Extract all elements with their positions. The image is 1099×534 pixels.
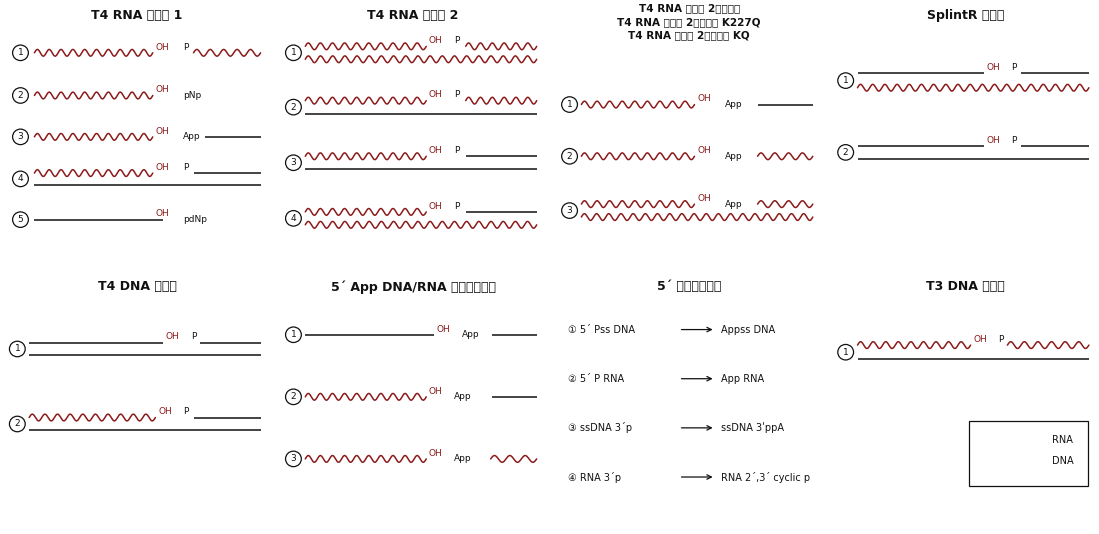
FancyBboxPatch shape <box>969 421 1088 486</box>
Text: P: P <box>184 163 188 172</box>
Text: App: App <box>724 200 742 209</box>
Text: 5´ 腺苷化试剂盒: 5´ 腺苷化试剂盒 <box>657 280 721 293</box>
Text: P: P <box>454 90 459 99</box>
Text: Appss DNA: Appss DNA <box>721 325 775 335</box>
Circle shape <box>12 212 29 227</box>
Circle shape <box>837 73 854 88</box>
Circle shape <box>286 451 301 467</box>
Text: OH: OH <box>155 85 169 95</box>
Text: 1: 1 <box>843 348 848 357</box>
Text: OH: OH <box>429 449 443 458</box>
Circle shape <box>562 148 577 164</box>
Text: OH: OH <box>155 209 169 218</box>
Text: OH: OH <box>987 136 1000 145</box>
Text: OH: OH <box>155 163 169 172</box>
Text: ③ ssDNA 3´p: ③ ssDNA 3´p <box>568 422 632 434</box>
Circle shape <box>286 327 301 342</box>
Text: 2: 2 <box>290 103 297 112</box>
Circle shape <box>286 210 301 226</box>
Text: App: App <box>724 152 742 161</box>
Circle shape <box>12 171 29 187</box>
Circle shape <box>10 341 25 357</box>
Text: ④ RNA 3´p: ④ RNA 3´p <box>568 472 621 483</box>
Circle shape <box>10 416 25 432</box>
Circle shape <box>562 203 577 218</box>
Text: 2: 2 <box>567 152 573 161</box>
Text: 3: 3 <box>18 132 23 142</box>
Circle shape <box>12 88 29 103</box>
Text: 2: 2 <box>290 392 297 402</box>
Text: 1: 1 <box>567 100 573 109</box>
Text: OH: OH <box>974 335 987 344</box>
Text: 1: 1 <box>290 330 297 339</box>
Circle shape <box>562 97 577 112</box>
Text: OH: OH <box>697 146 711 155</box>
Text: 1: 1 <box>290 48 297 57</box>
Circle shape <box>286 389 301 405</box>
Text: 2: 2 <box>843 148 848 157</box>
Text: DNA: DNA <box>1052 457 1074 467</box>
Text: RNA: RNA <box>1052 435 1073 444</box>
Circle shape <box>286 155 301 170</box>
Text: 5´ App DNA/RNA 热稳定连接酶: 5´ App DNA/RNA 热稳定连接酶 <box>331 280 496 294</box>
Text: OH: OH <box>155 127 169 136</box>
Text: OH: OH <box>436 325 451 334</box>
Circle shape <box>12 129 29 145</box>
Text: OH: OH <box>158 407 171 417</box>
Text: P: P <box>184 43 188 52</box>
Text: RNA 2´,3´ cyclic p: RNA 2´,3´ cyclic p <box>721 472 810 483</box>
Text: OH: OH <box>429 90 443 99</box>
Text: OH: OH <box>429 202 443 211</box>
Text: T3 DNA 连接酶: T3 DNA 连接酶 <box>926 280 1004 293</box>
Text: App: App <box>724 100 742 109</box>
Text: App: App <box>454 454 471 464</box>
Text: 1: 1 <box>14 344 20 354</box>
Circle shape <box>837 344 854 360</box>
Text: OH: OH <box>429 387 443 396</box>
Text: OH: OH <box>987 64 1000 72</box>
Text: P: P <box>1011 64 1017 72</box>
Text: OH: OH <box>697 95 711 104</box>
Text: 3: 3 <box>290 454 297 464</box>
Text: 1: 1 <box>843 76 848 85</box>
Text: OH: OH <box>429 146 443 155</box>
Text: P: P <box>191 332 197 341</box>
Text: App RNA: App RNA <box>721 374 764 384</box>
Text: 2: 2 <box>18 91 23 100</box>
Circle shape <box>12 45 29 60</box>
Text: ssDNA 3ʹppA: ssDNA 3ʹppA <box>721 422 784 433</box>
Text: SplintR 连接酶: SplintR 连接酶 <box>926 9 1004 22</box>
Text: T4 RNA 连接酶 1: T4 RNA 连接酶 1 <box>91 9 182 22</box>
Text: App: App <box>184 132 201 142</box>
Text: pNp: pNp <box>184 91 201 100</box>
Circle shape <box>286 45 301 60</box>
Text: P: P <box>454 36 459 45</box>
Text: OH: OH <box>429 36 443 45</box>
Text: OH: OH <box>697 194 711 203</box>
Circle shape <box>837 145 854 160</box>
Text: P: P <box>1011 136 1017 145</box>
Text: T4 RNA 连接酶 2: T4 RNA 连接酶 2 <box>367 9 458 22</box>
Text: 3: 3 <box>290 158 297 167</box>
Text: ② 5´ P RNA: ② 5´ P RNA <box>568 374 624 384</box>
Text: ① 5´ Pss DNA: ① 5´ Pss DNA <box>568 325 635 335</box>
Text: P: P <box>454 202 459 211</box>
Text: OH: OH <box>166 332 179 341</box>
Text: P: P <box>184 407 188 417</box>
Text: P: P <box>454 146 459 155</box>
Text: T4 DNA 连接酶: T4 DNA 连接酶 <box>98 280 177 293</box>
Text: 5: 5 <box>18 215 23 224</box>
Circle shape <box>286 99 301 115</box>
Text: OH: OH <box>155 43 169 52</box>
Text: T4 RNA 连接酶 2，截短型
T4 RNA 连接酶 2，截短型 K227Q
T4 RNA 连接酶 2，截短型 KQ: T4 RNA 连接酶 2，截短型 T4 RNA 连接酶 2，截短型 K227Q … <box>618 4 761 40</box>
Text: 4: 4 <box>290 214 297 223</box>
Text: pdNp: pdNp <box>184 215 207 224</box>
Text: 2: 2 <box>14 420 20 428</box>
Text: P: P <box>998 335 1003 344</box>
Text: 3: 3 <box>567 206 573 215</box>
Text: 4: 4 <box>18 175 23 183</box>
Text: 1: 1 <box>18 48 23 57</box>
Text: App: App <box>454 392 471 402</box>
Text: App: App <box>462 330 479 339</box>
